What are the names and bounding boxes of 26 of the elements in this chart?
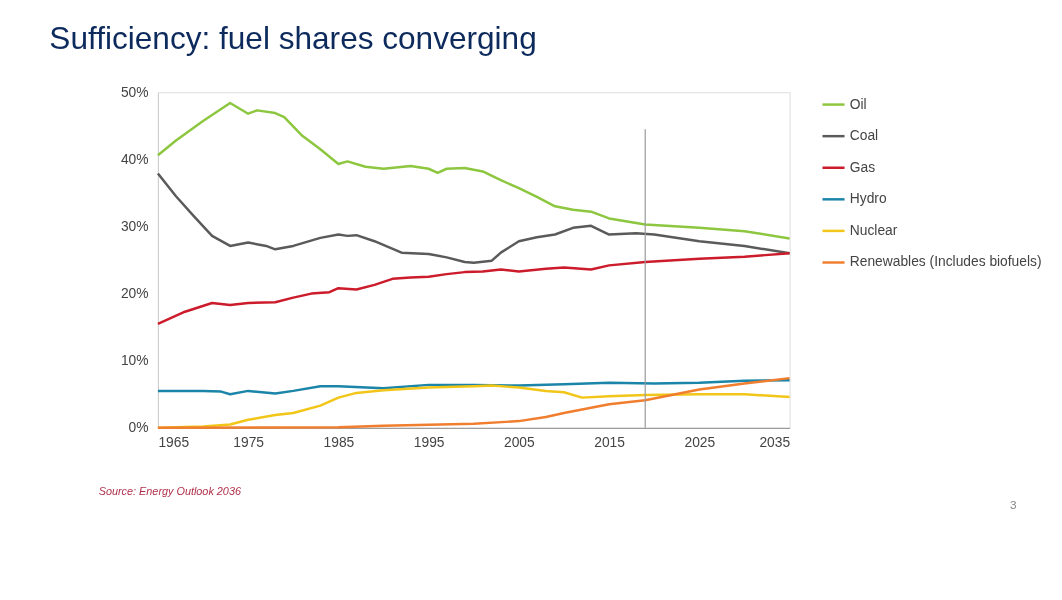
legend-label: Coal [849, 127, 879, 144]
legend-label: Nuclear [849, 221, 898, 238]
x-tick-label: 1965 [158, 434, 190, 451]
chart-title: Sufficiency: fuel shares converging [49, 19, 537, 56]
x-tick-label: 2015 [594, 434, 626, 451]
legend-label: Hydro [849, 190, 887, 207]
x-tick-label: 1985 [323, 434, 355, 451]
x-tick-label: 2035 [759, 434, 791, 451]
x-tick-label: 1975 [233, 434, 265, 451]
text: 3 [1010, 497, 1017, 512]
line-series [156, 252, 791, 326]
source-note: Source: Energy Outlook 2036 [98, 484, 242, 497]
y-tick-label: 50% [120, 83, 149, 100]
y-tick-label: 0% [128, 419, 149, 436]
y-tick-label: 30% [120, 217, 149, 234]
y-tick-label: 40% [120, 150, 149, 167]
legend-label: Renewables (Includes biofuels) [849, 253, 1042, 270]
line-series [156, 378, 791, 396]
legend-label: Oil [849, 95, 867, 112]
x-tick-label: 1995 [413, 434, 445, 451]
line-series [156, 101, 791, 240]
y-tick-label: 10% [120, 352, 149, 369]
x-tick-label: 2025 [684, 434, 716, 451]
y-tick-label: 20% [120, 285, 149, 302]
x-tick-label: 2005 [504, 434, 536, 451]
legend-label: Gas [849, 158, 876, 175]
